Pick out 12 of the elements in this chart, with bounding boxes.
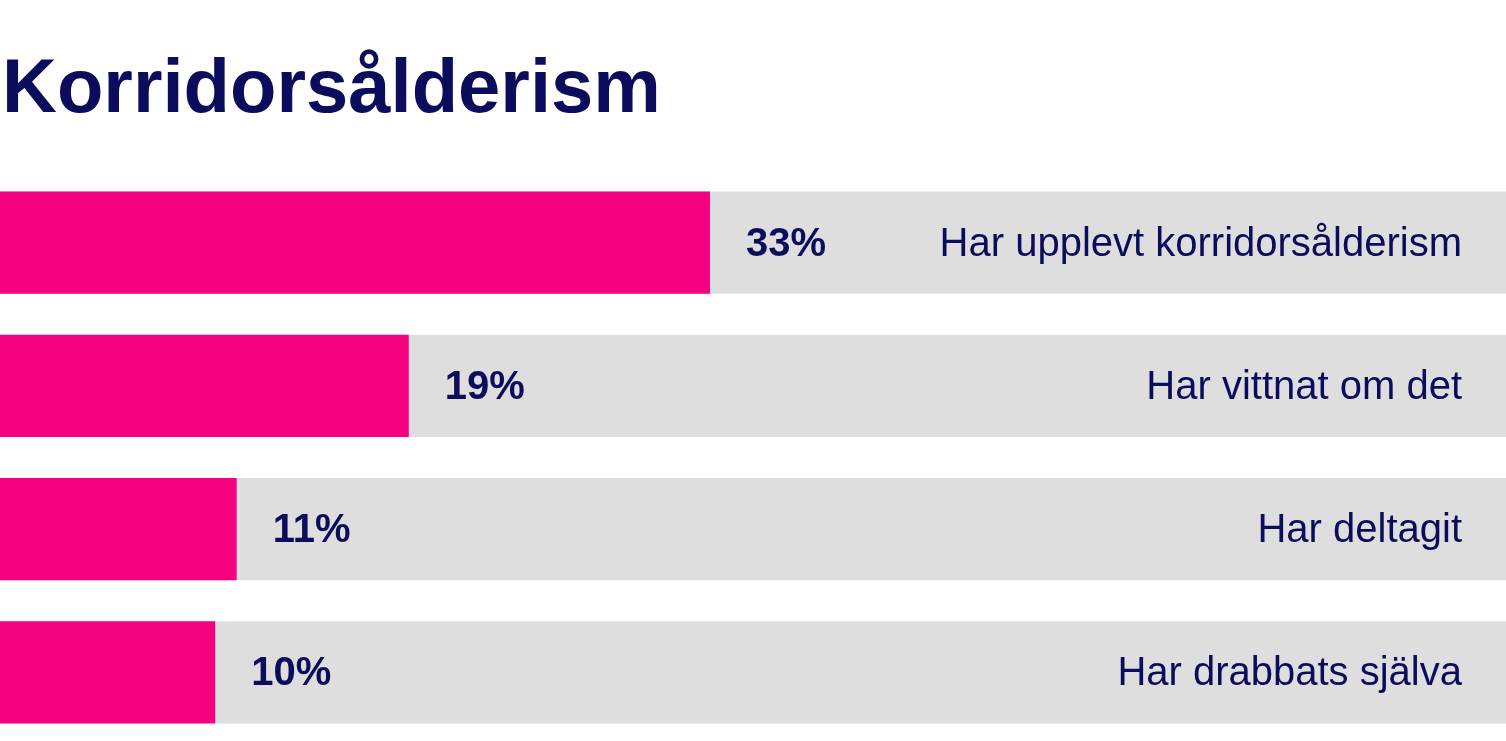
y-tick-label: Har vittnat om det	[1146, 362, 1462, 407]
y-tick-label: Har upplevt korridorsålderism	[939, 219, 1462, 264]
bar	[0, 621, 216, 724]
data-label: 19%	[444, 362, 525, 407]
chart-title: Korridorsålderism	[2, 42, 661, 130]
bar	[0, 478, 237, 581]
data-label: 10%	[251, 649, 332, 694]
data-label: 33%	[745, 219, 827, 264]
y-tick-label: Har deltagit	[1257, 506, 1462, 551]
y-tick-label: Har drabbats själva	[1117, 649, 1463, 694]
bar	[0, 334, 409, 437]
data-label: 11%	[272, 506, 351, 551]
